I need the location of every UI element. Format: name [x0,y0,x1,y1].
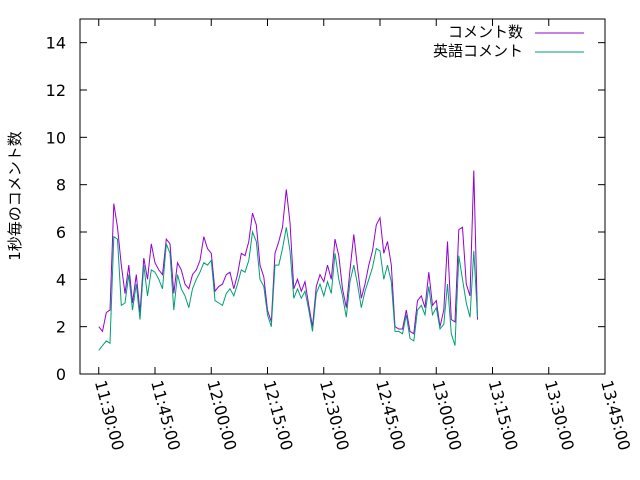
x-axis-ticks: 11:30:00 11:45:00 12:00:00 12:15:00 12:30:00… [91,19,634,452]
x-tick-label: 11:45:00 [147,378,184,452]
series-line-1 [98,227,478,351]
series-lines [98,170,478,351]
x-tick-label: 12:00:00 [203,378,240,452]
y-axis-ticks: 0 2 4 6 8 10 12 14 [46,34,605,384]
x-tick-label: 12:45:00 [372,378,409,452]
x-tick-label: 13:30:00 [541,378,578,452]
x-tick-label: 12:15:00 [260,378,297,452]
legend-label-1: 英語コメント [433,42,523,60]
y-tick-label: 12 [46,81,66,100]
y-tick-label: 2 [56,318,66,337]
y-tick-label: 0 [56,365,66,384]
x-tick-label: 12:30:00 [316,378,353,452]
x-tick-label: 13:15:00 [485,378,522,452]
x-tick-label: 11:30:00 [91,378,128,452]
legend: コメント数 英語コメント [433,23,584,60]
y-tick-label: 10 [46,128,66,147]
x-tick-label: 13:45:00 [597,378,634,452]
y-axis-label: 1秒毎のコメント数 [6,131,24,261]
y-tick-label: 6 [56,223,66,242]
x-tick-label: 13:00:00 [428,378,465,452]
legend-label-0: コメント数 [448,23,523,41]
y-tick-label: 14 [46,34,66,53]
y-tick-label: 8 [56,176,66,195]
y-tick-label: 4 [56,270,66,289]
plot-frame [79,18,606,375]
series-line-0 [98,170,478,335]
